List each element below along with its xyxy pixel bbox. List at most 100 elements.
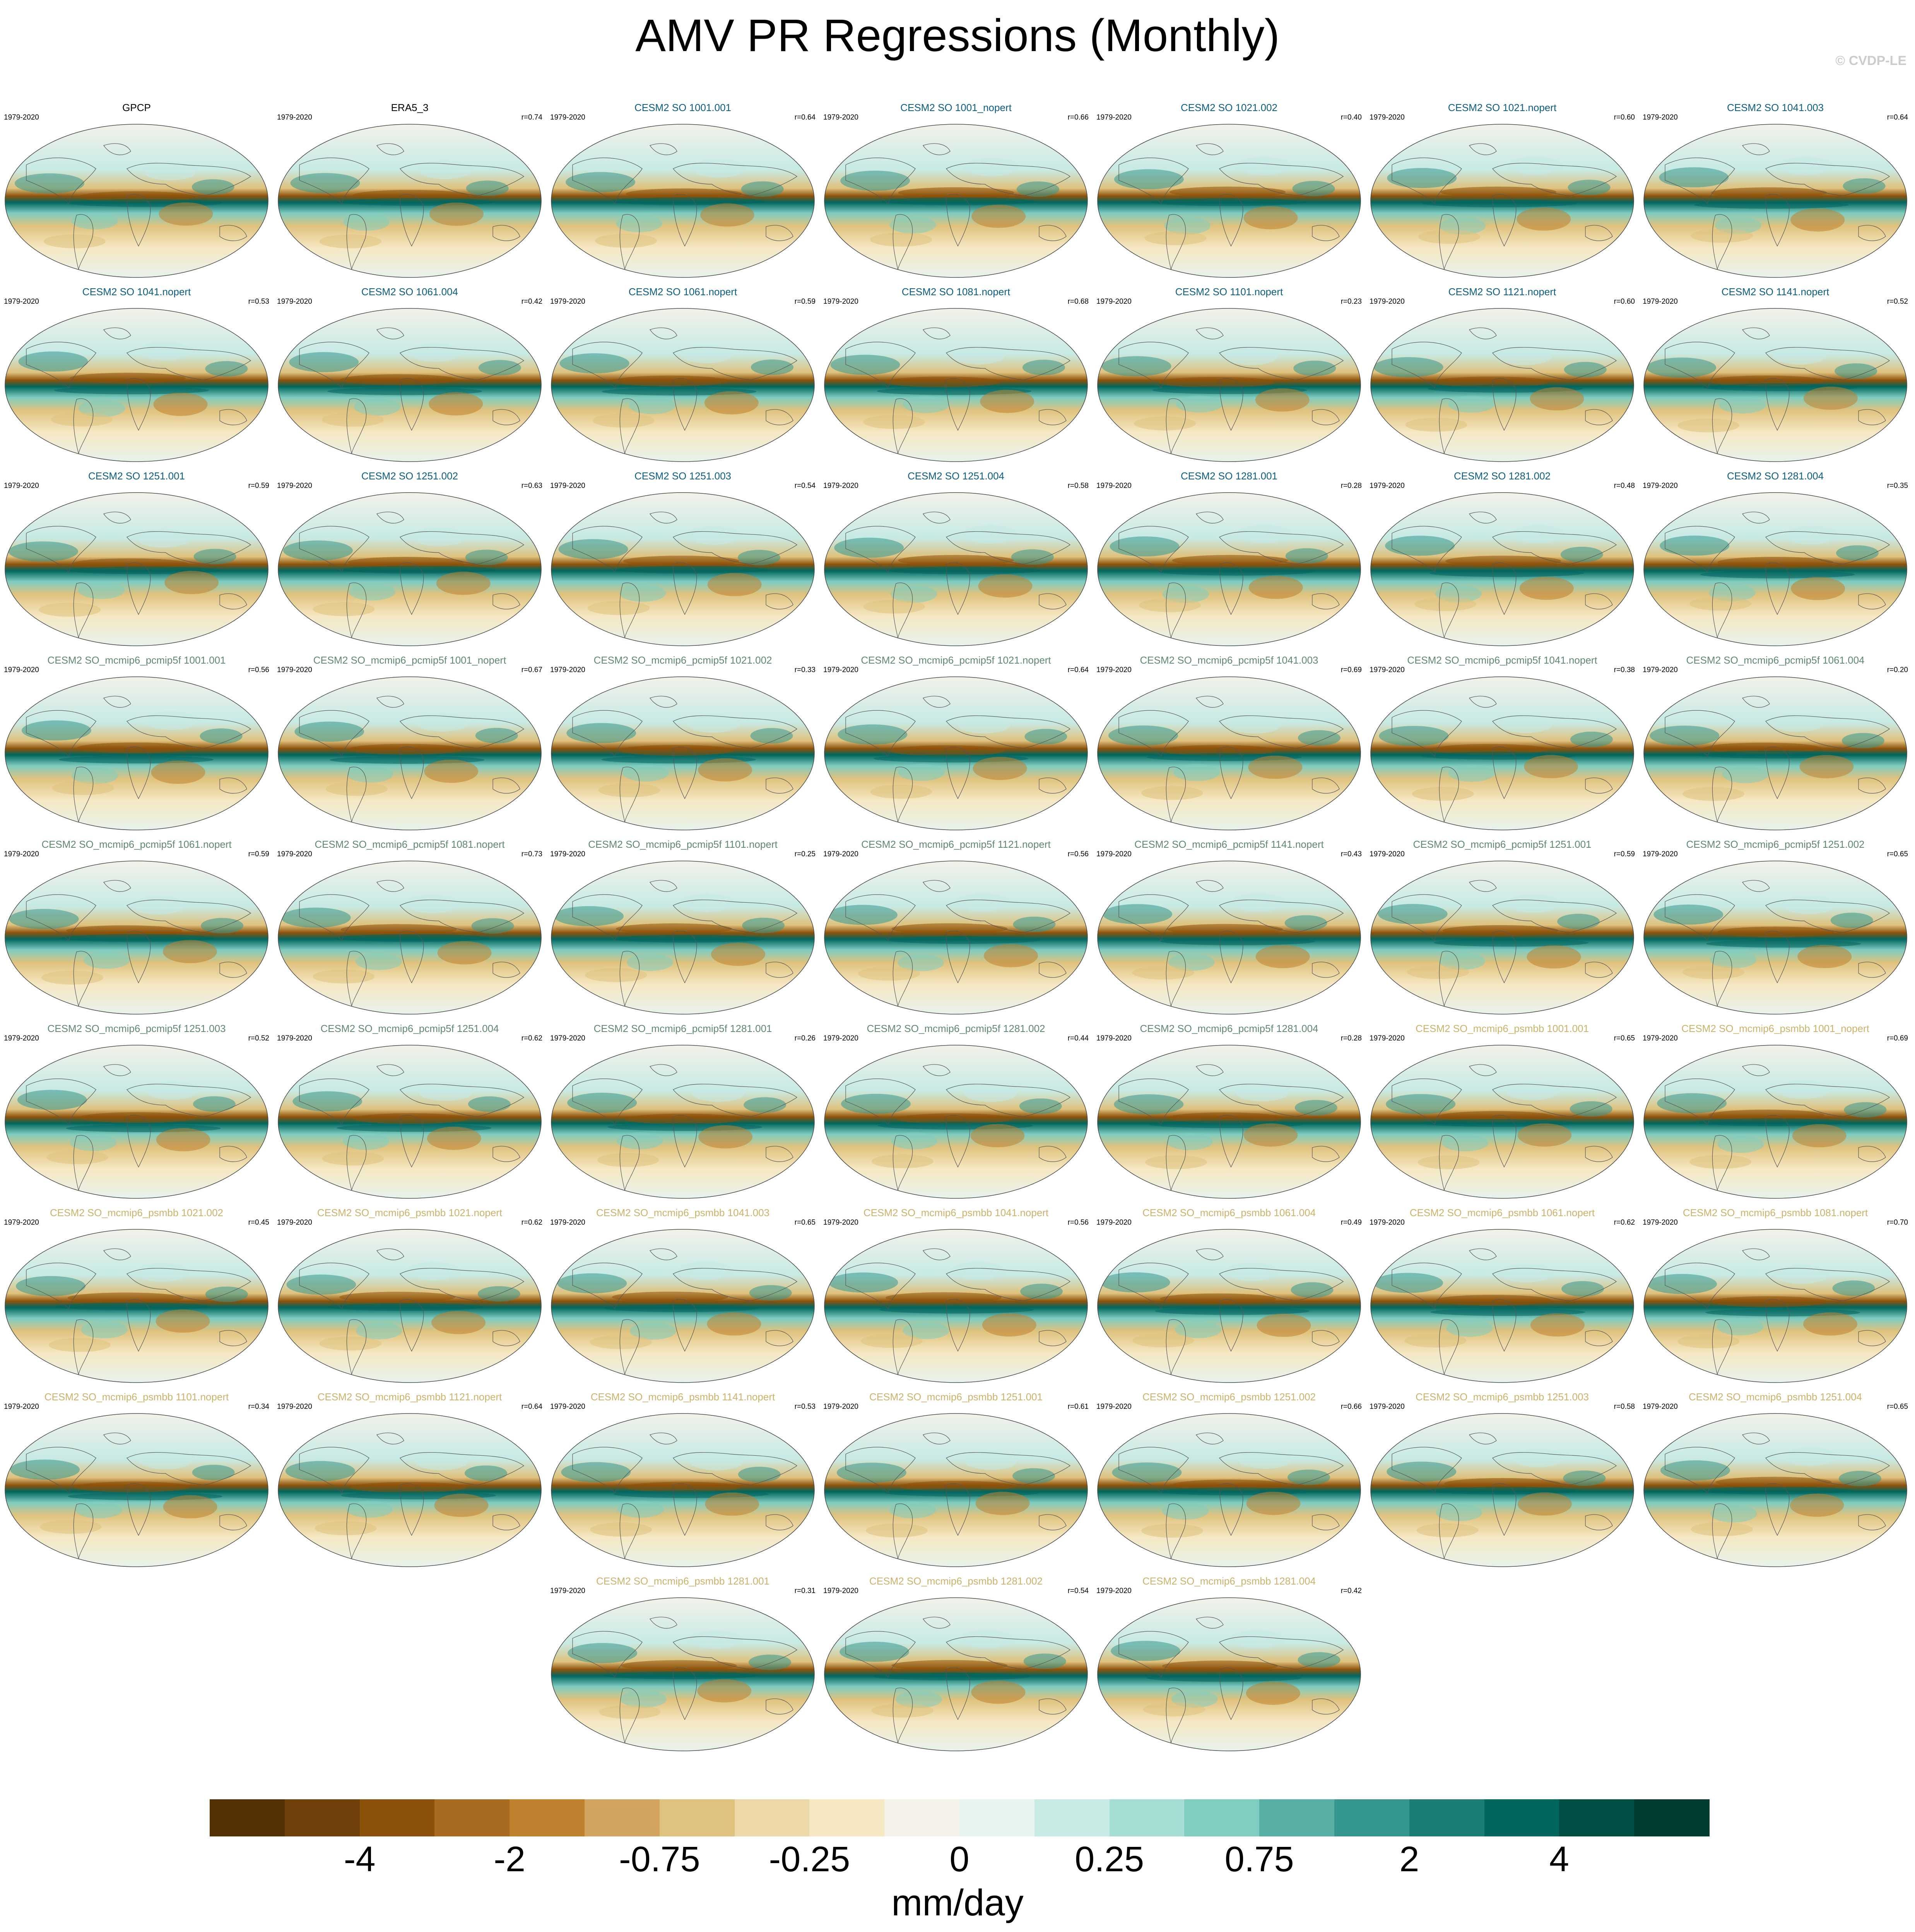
panel-pattern-correlation: r=0.69 bbox=[1887, 1034, 1908, 1042]
panel-title: CESM2 SO 1251.004 bbox=[907, 470, 1005, 482]
panel-pattern-correlation: r=0.35 bbox=[1887, 482, 1908, 490]
panel-title: CESM2 SO_mcmip6_pcmip5f 1281.002 bbox=[867, 1023, 1045, 1034]
colorbar-tick-label: -0.75 bbox=[619, 1840, 700, 1879]
panel-pattern-correlation: r=0.43 bbox=[1340, 850, 1362, 858]
panel-pattern-correlation: r=0.34 bbox=[248, 1403, 269, 1411]
regression-map bbox=[1643, 492, 1907, 646]
colorbar-box bbox=[809, 1799, 885, 1836]
panel-years: 1979-2020 bbox=[550, 1403, 585, 1411]
regression-map bbox=[551, 1597, 815, 1751]
panel-pattern-correlation: r=0.73 bbox=[521, 850, 542, 858]
regression-map bbox=[278, 308, 542, 462]
panel-title: CESM2 SO_mcmip6_pcmip5f 1041.003 bbox=[1140, 654, 1318, 666]
panel-title: GPCP bbox=[122, 102, 151, 113]
map-panel: CESM2 SO_mcmip6_pcmip5f 1101.nopert 1979-… bbox=[549, 838, 816, 1016]
regression-map bbox=[551, 1229, 815, 1383]
regression-map bbox=[1370, 676, 1634, 830]
colorbar-tick-label: -4 bbox=[344, 1840, 376, 1879]
panel-title: CESM2 SO_mcmip6_psmbb 1251.004 bbox=[1688, 1391, 1862, 1403]
panel-years: 1979-2020 bbox=[550, 666, 585, 674]
map-panel: CESM2 SO_mcmip6_pcmip5f 1281.004 1979-202… bbox=[1096, 1022, 1363, 1200]
panel-years: 1979-2020 bbox=[550, 1218, 585, 1227]
panel-title: CESM2 SO_mcmip6_pcmip5f 1121.nopert bbox=[861, 839, 1051, 850]
regression-map bbox=[1097, 1045, 1361, 1199]
map-panel: CESM2 SO 1141.nopert 1979-2020 r=0.52 bbox=[1642, 286, 1909, 464]
panel-years: 1979-2020 bbox=[1370, 113, 1405, 121]
map-panel: CESM2 SO_mcmip6_psmbb 1141.nopert 1979-20… bbox=[549, 1391, 816, 1569]
map-panel: CESM2 SO_mcmip6_psmbb 1021.nopert 1979-20… bbox=[276, 1206, 543, 1384]
map-panel: CESM2 SO_mcmip6_psmbb 1061.nopert 1979-20… bbox=[1369, 1206, 1636, 1384]
regression-map bbox=[278, 492, 542, 646]
map-panel: CESM2 SO 1281.002 1979-2020 r=0.48 bbox=[1369, 470, 1636, 648]
colorbar-box bbox=[1184, 1799, 1260, 1836]
panel-pattern-correlation: r=0.60 bbox=[1614, 298, 1635, 306]
panel-pattern-correlation: r=0.64 bbox=[521, 1403, 542, 1411]
panel-title: CESM2 SO_mcmip6_psmbb 1121.nopert bbox=[317, 1391, 502, 1403]
panel-title: CESM2 SO 1141.nopert bbox=[1721, 286, 1830, 298]
panel-pattern-correlation: r=0.65 bbox=[1614, 1034, 1635, 1042]
panel-title: CESM2 SO_mcmip6_psmbb 1281.001 bbox=[596, 1575, 769, 1587]
regression-map bbox=[1370, 492, 1634, 646]
panel-years: 1979-2020 bbox=[1096, 298, 1132, 306]
panel-years: 1979-2020 bbox=[277, 850, 312, 858]
colorbar-box bbox=[284, 1799, 360, 1836]
panel-title: CESM2 SO_mcmip6_pcmip5f 1141.nopert bbox=[1134, 839, 1324, 850]
map-panel: CESM2 SO 1001.001 1979-2020 r=0.64 bbox=[549, 101, 816, 279]
regression-map bbox=[5, 1045, 268, 1199]
map-panel: CESM2 SO_mcmip6_pcmip5f 1061.nopert 1979-… bbox=[3, 838, 270, 1016]
map-panel: CESM2 SO_mcmip6_psmbb 1251.004 1979-2020 r… bbox=[1642, 1391, 1909, 1569]
panel-years: 1979-2020 bbox=[823, 1034, 858, 1042]
regression-map bbox=[551, 861, 815, 1015]
colorbar-box bbox=[1409, 1799, 1485, 1836]
regression-map bbox=[551, 124, 815, 278]
panel-years: 1979-2020 bbox=[1096, 1587, 1132, 1595]
map-panel: CESM2 SO_mcmip6_pcmip5f 1251.002 1979-202… bbox=[1642, 838, 1909, 1016]
colorbar-box bbox=[884, 1799, 960, 1836]
panel-title: CESM2 SO 1041.nopert bbox=[82, 286, 191, 298]
regression-map bbox=[551, 308, 815, 462]
panel-pattern-correlation: r=0.52 bbox=[248, 1034, 269, 1042]
regression-map bbox=[824, 676, 1088, 830]
map-panel: CESM2 SO_mcmip6_psmbb 1251.001 1979-2020 r… bbox=[822, 1391, 1089, 1569]
panel-title: CESM2 SO_mcmip6_psmbb 1041.nopert bbox=[863, 1207, 1049, 1218]
map-panel: CESM2 SO 1061.004 1979-2020 r=0.42 bbox=[276, 286, 543, 464]
panel-pattern-correlation: r=0.38 bbox=[1614, 666, 1635, 674]
regression-map bbox=[824, 492, 1088, 646]
panel-pattern-correlation: r=0.44 bbox=[1067, 1034, 1089, 1042]
map-panel: CESM2 SO 1021.002 1979-2020 r=0.40 bbox=[1096, 101, 1363, 279]
regression-map bbox=[1643, 308, 1907, 462]
panel-years: 1979-2020 bbox=[277, 298, 312, 306]
panel-pattern-correlation: r=0.64 bbox=[794, 113, 816, 121]
panel-pattern-correlation: r=0.28 bbox=[1340, 482, 1362, 490]
panel-title: CESM2 SO 1101.nopert bbox=[1175, 286, 1283, 298]
colorbar-tick-label: -0.25 bbox=[769, 1840, 850, 1879]
colorbar-box bbox=[734, 1799, 810, 1836]
panel-title: CESM2 SO_mcmip6_psmbb 1281.004 bbox=[1142, 1575, 1316, 1587]
panel-pattern-correlation: r=0.53 bbox=[248, 298, 269, 306]
regression-map bbox=[1097, 492, 1361, 646]
panel-title: CESM2 SO_mcmip6_psmbb 1061.004 bbox=[1142, 1207, 1316, 1218]
panel-years: 1979-2020 bbox=[1643, 850, 1678, 858]
regression-map bbox=[551, 492, 815, 646]
panel-title: CESM2 SO 1281.002 bbox=[1453, 470, 1551, 482]
regression-map bbox=[1370, 861, 1634, 1015]
panel-years: 1979-2020 bbox=[823, 1587, 858, 1595]
panel-title: CESM2 SO_mcmip6_pcmip5f 1251.004 bbox=[320, 1023, 499, 1034]
map-panel: CESM2 SO_mcmip6_psmbb 1281.002 1979-2020 r… bbox=[822, 1575, 1089, 1753]
regression-map bbox=[551, 1045, 815, 1199]
panel-title: CESM2 SO_mcmip6_psmbb 1001_nopert bbox=[1681, 1023, 1869, 1034]
page-title: AMV PR Regressions (Monthly) bbox=[635, 10, 1280, 61]
map-panel: CESM2 SO_mcmip6_pcmip5f 1281.001 1979-202… bbox=[549, 1022, 816, 1200]
regression-map bbox=[824, 124, 1088, 278]
panel-years: 1979-2020 bbox=[4, 1034, 39, 1042]
panel-title: CESM2 SO 1021.002 bbox=[1180, 102, 1278, 113]
panel-years: 1979-2020 bbox=[1370, 1218, 1405, 1227]
panel-years: 1979-2020 bbox=[823, 113, 858, 121]
panel-pattern-correlation: r=0.64 bbox=[1887, 113, 1908, 121]
panel-title: CESM2 SO_mcmip6_pcmip5f 1281.004 bbox=[1140, 1023, 1318, 1034]
panel-title: CESM2 SO_mcmip6_psmbb 1041.003 bbox=[596, 1207, 769, 1218]
map-panel: CESM2 SO_mcmip6_pcmip5f 1001_nopert 1979-… bbox=[276, 654, 543, 832]
map-panel: CESM2 SO 1251.001 1979-2020 r=0.59 bbox=[3, 470, 270, 648]
panel-pattern-correlation: r=0.65 bbox=[794, 1218, 816, 1227]
regression-map bbox=[1370, 124, 1634, 278]
